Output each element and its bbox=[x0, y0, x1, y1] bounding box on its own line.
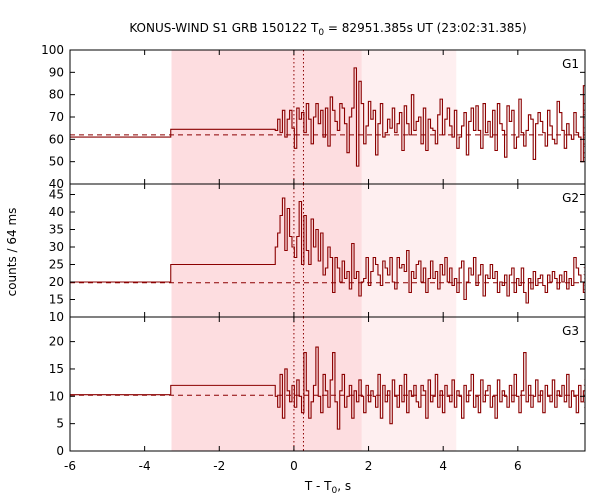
x-tick-label: -2 bbox=[213, 459, 225, 473]
y-tick-label: 5 bbox=[56, 417, 64, 431]
x-tick-label: 0 bbox=[290, 459, 298, 473]
panel-label-g3: G3 bbox=[562, 324, 579, 338]
y-tick-label: 80 bbox=[49, 88, 64, 102]
y-tick-label: 0 bbox=[56, 444, 64, 458]
panel-label-g2: G2 bbox=[562, 191, 579, 205]
y-tick-label: 60 bbox=[49, 132, 64, 146]
panel-frame-g3 bbox=[69, 316, 586, 452]
x-tick-label: 2 bbox=[365, 459, 373, 473]
x-axis-title-subscript: 0 bbox=[332, 486, 338, 496]
y-tick-label: 25 bbox=[49, 258, 64, 272]
x-tick-label: -6 bbox=[64, 459, 76, 473]
y-tick-label: 30 bbox=[49, 240, 64, 254]
y-tick-label: 100 bbox=[41, 43, 64, 57]
x-tick-label: 6 bbox=[514, 459, 522, 473]
y-tick-label: 15 bbox=[49, 362, 64, 376]
panel-g3: 0 5 10 15 20 G3 bbox=[49, 316, 586, 458]
x-axis-title: T - T0, s bbox=[304, 479, 351, 496]
y-tick-label: 10 bbox=[49, 389, 64, 403]
y-tick-label: 45 bbox=[49, 188, 64, 202]
y-tick-label: 20 bbox=[49, 335, 64, 349]
x-axis-title-suffix: , s bbox=[337, 479, 351, 493]
x-axis-title-prefix: T - T bbox=[304, 479, 332, 493]
y-axis-title: counts / 64 ms bbox=[5, 208, 19, 297]
y-tick-label: 10 bbox=[49, 310, 64, 324]
chart-title: KONUS-WIND S1 GRB 150122 T0 = 82951.385s… bbox=[129, 21, 526, 38]
y-tick-label: 90 bbox=[49, 65, 64, 79]
chart-title-subscript: 0 bbox=[318, 28, 324, 38]
chart-title-suffix: = 82951.385s UT (23:02:31.385) bbox=[324, 21, 527, 35]
y-tick-label: 70 bbox=[49, 110, 64, 124]
y-tick-label: 15 bbox=[49, 293, 64, 307]
count-rate-curve-g3 bbox=[70, 346, 585, 430]
x-tick-label: -4 bbox=[139, 459, 151, 473]
x-tick-label: 4 bbox=[439, 459, 447, 473]
panel-label-g1: G1 bbox=[562, 57, 579, 71]
y-tick-label: 40 bbox=[49, 177, 64, 191]
panel-g2: 10 15 20 25 30 35 40 45 G2 bbox=[49, 183, 586, 324]
y-tick-label: 35 bbox=[49, 223, 64, 237]
y-tick-label: 20 bbox=[49, 275, 64, 289]
y-tick-label: 50 bbox=[49, 155, 64, 169]
chart-title-prefix: KONUS-WIND S1 GRB 150122 T bbox=[129, 21, 319, 35]
y-tick-label: 40 bbox=[49, 205, 64, 219]
count-rate-curve-g2 bbox=[70, 197, 585, 304]
count-rate-curve-g1 bbox=[70, 67, 585, 167]
